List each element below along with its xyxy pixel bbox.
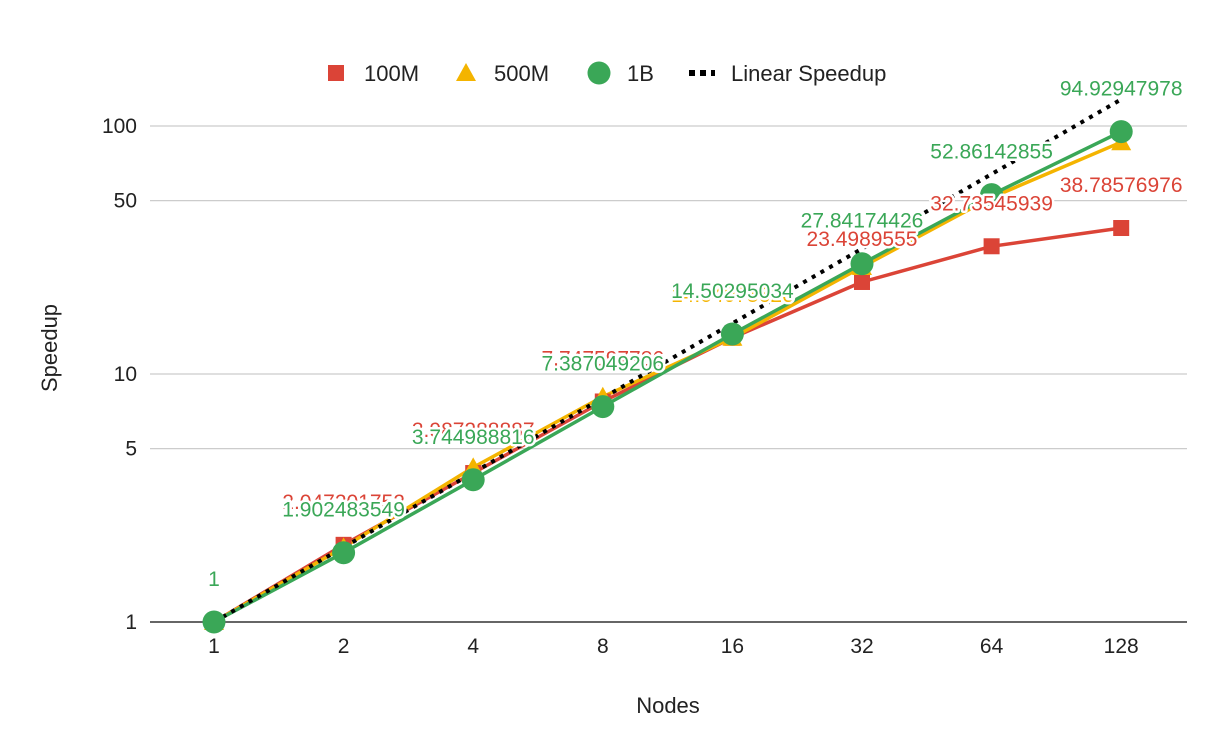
x-tick-label: 8 (597, 635, 609, 658)
data-label-1b: 94.92947978 (1060, 78, 1183, 101)
y-tick-label: 5 (125, 438, 137, 461)
legend-swatch (328, 65, 344, 81)
data-label-100m: 2.047201752 (282, 491, 405, 514)
data-label-1b: 1 (208, 568, 220, 591)
data-label-100m: 3.987288887 (412, 419, 535, 442)
legend-label: 100M (364, 61, 419, 86)
data-label-100m: 32.73545939 (930, 192, 1053, 215)
marker-1b (980, 183, 1004, 207)
marker-1b (1109, 120, 1133, 144)
series-lines (213, 97, 1123, 624)
data-label-1b: 27.84174426 (801, 210, 924, 233)
gridlines (150, 125, 1187, 623)
legend-item-500m: 500M (456, 61, 549, 86)
x-tick-label: 2 (338, 635, 350, 658)
legend-swatch (456, 63, 476, 81)
series-line-1b (213, 130, 1122, 624)
data-label-1b: 14.50295034 (671, 280, 794, 303)
data-label-100m: 23.4989555 (807, 228, 918, 251)
y-axis-ticks: 1 5 10 50 100 (102, 115, 137, 634)
x-tick-label: 4 (467, 635, 479, 658)
legend-item-1b: 1B (587, 61, 654, 86)
x-tick-label: 1 (208, 635, 220, 658)
x-axis-title: Nodes (636, 693, 700, 718)
y-axis-title: Speedup (37, 304, 62, 392)
legend: 100M 500M 1B Linear Speedup (328, 61, 886, 86)
marker-1b (720, 322, 744, 346)
x-tick-label: 32 (850, 635, 873, 658)
legend-item-linear-speedup: Linear Speedup (689, 61, 886, 86)
data-label-1b: 3.744988816 (412, 426, 535, 449)
y-tick-label: 10 (114, 363, 137, 386)
legend-item-100m: 100M (328, 61, 419, 86)
data-labels: 2.047201752 3.987288887 7.747597786 23.4989… (206, 75, 1185, 593)
legend-label: 1B (627, 61, 654, 86)
legend-label: Linear Speedup (731, 61, 886, 86)
legend-label: 500M (494, 61, 549, 86)
marker-100m (983, 238, 1000, 255)
series-line-100m (213, 226, 1122, 624)
marker-1b (332, 541, 356, 565)
x-axis-ticks: 1 2 4 8 16 32 64 128 (208, 635, 1139, 658)
data-label-1b: 7.387049206 (541, 353, 664, 376)
marker-1b (461, 468, 485, 492)
marker-1b (591, 395, 615, 419)
y-tick-label: 1 (125, 611, 137, 634)
data-label-100m: 7.747597786 (541, 347, 664, 370)
marker-1b (850, 252, 874, 276)
marker-100m (854, 273, 870, 290)
data-label-1b: 52.86142855 (930, 141, 1053, 164)
x-tick-label: 16 (721, 635, 744, 658)
legend-swatch (587, 61, 611, 85)
x-tick-label: 128 (1104, 635, 1139, 658)
y-tick-label: 50 (114, 190, 137, 213)
x-tick-label: 64 (980, 635, 1004, 658)
data-label-500m: 14.04075626 (671, 284, 794, 307)
series-markers (202, 120, 1133, 634)
series-line-linear-speedup (213, 97, 1123, 624)
marker-100m (1113, 220, 1130, 237)
data-label-1b: 1.902483549 (282, 499, 405, 522)
series-line-500m (213, 140, 1122, 624)
marker-1b (202, 610, 226, 634)
y-tick-label: 100 (102, 115, 137, 138)
data-label-100m: 38.78576976 (1060, 174, 1183, 197)
